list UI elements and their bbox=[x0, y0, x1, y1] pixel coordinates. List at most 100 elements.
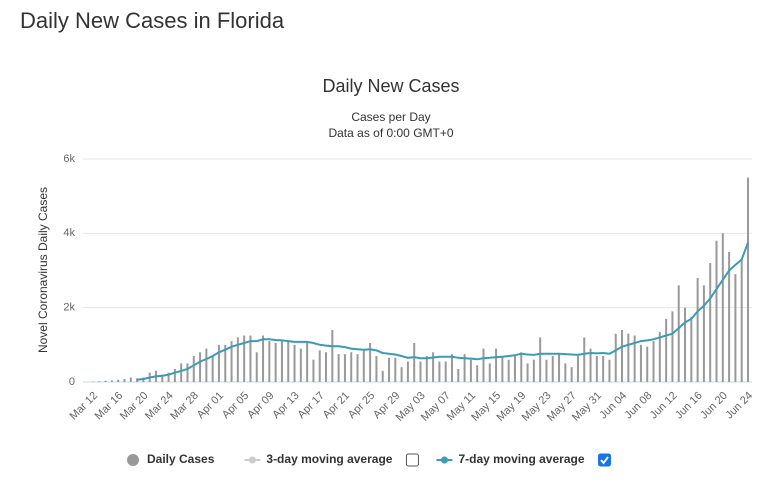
legend-label[interactable]: 3-day moving average bbox=[266, 452, 392, 466]
x-tick-label: Jun 24 bbox=[723, 390, 755, 422]
bar bbox=[564, 363, 567, 382]
bar bbox=[482, 348, 485, 382]
legend-marker bbox=[248, 456, 256, 464]
bar bbox=[249, 335, 252, 382]
bar bbox=[740, 259, 743, 382]
bar bbox=[469, 359, 472, 382]
bar bbox=[211, 355, 214, 382]
bar bbox=[602, 355, 605, 382]
bar bbox=[299, 348, 302, 382]
bar bbox=[444, 361, 447, 382]
bar bbox=[677, 285, 680, 382]
bar bbox=[589, 348, 592, 382]
bar bbox=[728, 251, 731, 382]
x-tick-label: Jun 16 bbox=[673, 390, 705, 422]
checkbox[interactable] bbox=[405, 453, 419, 467]
page-title: Daily New Cases in Florida bbox=[20, 8, 285, 33]
x-tick-label: Apr 21 bbox=[321, 390, 352, 421]
bar bbox=[425, 355, 428, 382]
bar bbox=[734, 274, 737, 382]
legend-marker bbox=[127, 454, 139, 466]
bar bbox=[639, 344, 642, 382]
bar bbox=[721, 233, 724, 382]
bar bbox=[488, 363, 491, 382]
bar bbox=[551, 355, 554, 382]
line bbox=[136, 242, 749, 381]
chart-note: Data as of 0:00 GMT+0 bbox=[328, 126, 453, 140]
bar bbox=[123, 379, 126, 382]
bar bbox=[539, 337, 542, 382]
bar bbox=[400, 367, 403, 382]
bar bbox=[117, 379, 120, 382]
bar bbox=[362, 350, 365, 382]
bar bbox=[526, 363, 529, 382]
bar bbox=[274, 342, 277, 382]
bar bbox=[747, 177, 749, 382]
y-tick-label: 0 bbox=[69, 376, 75, 388]
bar bbox=[495, 348, 498, 382]
x-tick-label: Jun 20 bbox=[698, 390, 730, 422]
x-tick-label: Apr 05 bbox=[220, 390, 251, 421]
bar bbox=[513, 355, 516, 382]
bar bbox=[356, 354, 359, 382]
bar bbox=[463, 354, 466, 382]
bar bbox=[199, 352, 202, 382]
x-tick-label: Apr 01 bbox=[195, 390, 226, 421]
legend-label[interactable]: Daily Cases bbox=[147, 452, 215, 466]
bar bbox=[104, 380, 107, 382]
bar bbox=[450, 354, 453, 382]
bar bbox=[205, 348, 208, 382]
bar bbox=[658, 331, 661, 382]
y-axis-label: Novel Coronavirus Daily Cases bbox=[36, 187, 50, 353]
bar bbox=[501, 355, 504, 382]
checkmark bbox=[600, 456, 609, 465]
bar bbox=[476, 365, 479, 382]
x-tick-label: Apr 25 bbox=[346, 390, 377, 421]
bar bbox=[375, 355, 378, 382]
bar bbox=[520, 352, 523, 382]
bar bbox=[180, 363, 183, 382]
bar bbox=[129, 377, 132, 382]
x-tick-label: Jun 12 bbox=[648, 390, 680, 422]
bar bbox=[652, 341, 655, 382]
bar bbox=[337, 354, 340, 382]
bar bbox=[369, 342, 372, 382]
bar bbox=[633, 335, 636, 382]
bar bbox=[614, 333, 617, 382]
bar bbox=[230, 341, 233, 382]
bar bbox=[268, 341, 271, 382]
bar bbox=[236, 337, 239, 382]
bar bbox=[325, 352, 328, 382]
bar bbox=[388, 357, 391, 382]
bar bbox=[507, 359, 510, 382]
y-tick-label: 6k bbox=[63, 153, 75, 165]
legend-label[interactable]: 7-day moving average bbox=[458, 452, 584, 466]
bar bbox=[406, 361, 409, 382]
bar bbox=[287, 341, 290, 382]
bar bbox=[627, 333, 630, 382]
bar bbox=[570, 367, 573, 382]
bar bbox=[394, 357, 397, 382]
bar bbox=[186, 363, 189, 382]
x-tick-label: Apr 09 bbox=[245, 390, 276, 421]
bar bbox=[381, 370, 384, 382]
bar bbox=[665, 318, 668, 382]
bar bbox=[432, 352, 435, 382]
bar bbox=[192, 355, 195, 382]
legend-marker bbox=[440, 456, 448, 464]
checkbox[interactable] bbox=[598, 453, 612, 467]
x-tick-label: Mar 28 bbox=[168, 390, 201, 423]
y-tick-label: 2k bbox=[63, 302, 75, 314]
x-tick-label: Apr 17 bbox=[295, 390, 326, 421]
x-tick-label: Jun 08 bbox=[623, 390, 655, 422]
bar bbox=[243, 335, 246, 382]
chart-title: Daily New Cases bbox=[322, 76, 459, 96]
bar bbox=[306, 341, 309, 382]
bar bbox=[671, 311, 674, 382]
x-tick-label: Apr 13 bbox=[270, 390, 301, 421]
bar bbox=[318, 350, 321, 382]
y-tick-label: 4k bbox=[63, 227, 75, 239]
bar bbox=[608, 359, 611, 382]
bar bbox=[217, 344, 220, 382]
bar bbox=[343, 354, 346, 382]
